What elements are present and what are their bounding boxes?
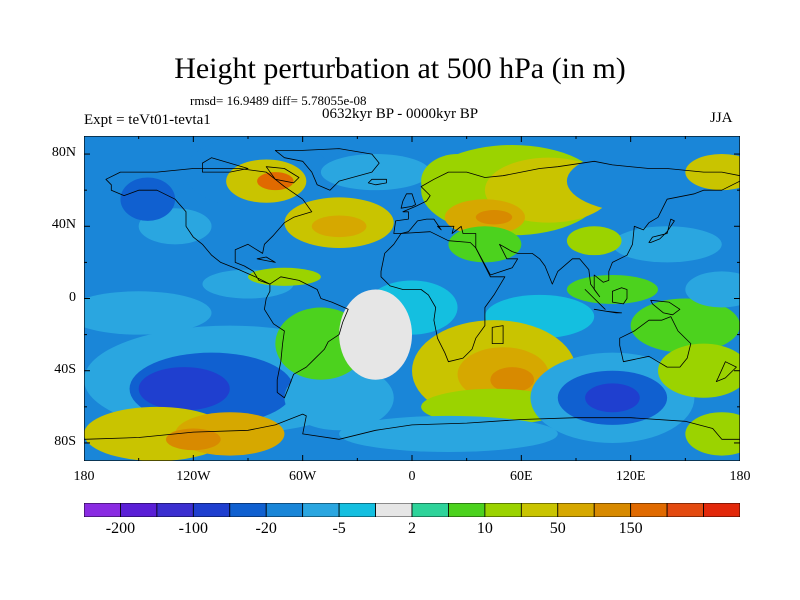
colorbar-label: 2 — [408, 520, 416, 537]
coastline — [619, 316, 692, 368]
colorbar-label: -200 — [105, 520, 136, 537]
latitude-tick-label: 40S — [54, 361, 76, 377]
colorbar-label: 10 — [476, 520, 493, 537]
colorbar-swatch — [156, 503, 194, 517]
plot-title: Height perturbation at 500 hPa (in m) — [174, 52, 626, 85]
colorbar-swatch — [120, 503, 158, 517]
longitude-tick-label: 180 — [729, 469, 751, 484]
field-region — [311, 215, 367, 238]
colorbar-swatch — [448, 503, 486, 517]
stats-subtitle: rmsd= 16.9489 diff= 5.78055e-08 — [190, 93, 367, 108]
coastline — [265, 166, 300, 184]
colorbar-label: -20 — [255, 520, 277, 537]
coastline — [715, 361, 737, 383]
field-region — [685, 271, 740, 308]
coastline — [650, 299, 681, 316]
field-region — [257, 172, 294, 191]
field-region — [448, 226, 522, 263]
colorbar-swatch — [593, 503, 632, 517]
colorbar-swatch — [84, 503, 121, 517]
colorbar-label: 150 — [618, 520, 643, 537]
latitude-tick-label: 80N — [51, 145, 76, 161]
longitude-tick-label: 60E — [510, 469, 533, 484]
field-region — [84, 291, 212, 335]
latitude-tick-label: 80S — [54, 433, 76, 449]
period-subtitle: 0632kyr BP - 0000kyr BP — [322, 106, 479, 122]
coastline — [367, 178, 387, 186]
field-region — [490, 367, 535, 393]
coastline — [612, 287, 628, 305]
field-region — [566, 275, 658, 304]
field-region — [475, 210, 513, 225]
field-region — [339, 415, 558, 452]
coastline — [393, 160, 740, 298]
coastline — [400, 193, 417, 209]
coastline — [263, 276, 349, 399]
field-region — [339, 289, 412, 380]
colorbar — [84, 503, 740, 517]
colorbar-swatch — [265, 503, 304, 517]
colorbar-label: 50 — [549, 520, 566, 537]
field-region — [120, 177, 176, 221]
coastline — [202, 157, 249, 173]
field-region — [630, 298, 740, 353]
latitude-tick-label: 0 — [69, 289, 76, 305]
colorbar-swatch — [411, 503, 449, 517]
colorbar-swatch — [630, 503, 668, 517]
colorbar-swatch — [557, 503, 595, 517]
coastline — [105, 168, 313, 285]
contour-map — [84, 136, 740, 461]
coastline — [584, 289, 606, 310]
field-region — [84, 136, 212, 191]
field-region — [612, 226, 722, 263]
coastline — [648, 218, 675, 243]
colorbar-swatch — [520, 503, 559, 517]
field-region — [284, 365, 394, 431]
colorbar-swatch — [229, 503, 267, 517]
coastline — [491, 325, 504, 345]
longitude-tick-label: 120W — [176, 469, 211, 484]
field-region — [248, 267, 321, 286]
field-region — [166, 428, 221, 451]
colorbar-swatch — [192, 503, 231, 517]
field-region — [138, 367, 230, 411]
field-region — [658, 343, 740, 398]
coastline — [256, 256, 276, 263]
field-region — [685, 412, 740, 456]
colorbar-swatch — [666, 503, 704, 517]
longitude-tick-label: 180 — [73, 469, 95, 484]
field-region — [585, 383, 640, 413]
season-label: JJA — [710, 110, 733, 126]
longitude-tick-label: 0 — [408, 469, 416, 484]
coastline — [380, 231, 506, 363]
colorbar-swatch — [703, 503, 740, 517]
field-contours — [84, 136, 740, 461]
colorbar-swatch — [375, 503, 413, 517]
experiment-label: Expt = teVt01-tevta1 — [84, 112, 211, 128]
field-region — [566, 226, 622, 256]
axis-ticks — [84, 136, 740, 461]
coastline — [593, 308, 622, 314]
longitude-tick-label: 120E — [615, 469, 646, 484]
colorbar-swatch — [338, 503, 376, 517]
coastline — [274, 148, 380, 191]
colorbar-swatch — [484, 503, 522, 517]
coastline — [84, 413, 740, 461]
colorbar-label: -5 — [332, 520, 346, 537]
coastlines — [84, 148, 740, 461]
colorbar-label: -100 — [178, 520, 208, 537]
longitude-tick-label: 60W — [289, 469, 317, 484]
colorbar-swatch — [302, 503, 340, 517]
latitude-tick-label: 40N — [51, 217, 76, 233]
field-region — [320, 154, 431, 191]
